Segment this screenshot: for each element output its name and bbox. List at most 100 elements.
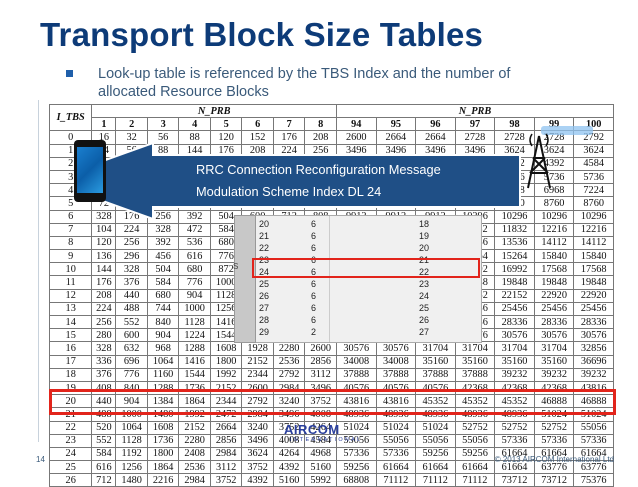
tbs-cell: 37888: [415, 367, 456, 382]
list-item[interactable]: 29 2 27: [259, 328, 464, 337]
tbs-cell: 17568: [573, 262, 614, 277]
tbs-cell: 136: [91, 249, 117, 264]
highlight-box-itbs-22: [49, 389, 616, 415]
aircom-logo-subtext: INTERNATIONAL: [290, 437, 363, 443]
tbs-cell: 120: [91, 235, 117, 251]
list-item[interactable]: 20 6 18: [259, 220, 464, 229]
tbs-cell: 1256: [115, 460, 148, 475]
tbs-cell: 1928: [241, 341, 274, 356]
list-item-value: 6: [311, 315, 317, 325]
list-item-value: 25: [259, 279, 270, 289]
itbs-cell: 16: [48, 341, 93, 356]
tbs-cell: 2216: [146, 473, 180, 487]
aircom-logo: AIRCOM: [284, 422, 340, 437]
tbs-cell: 28336: [494, 314, 535, 330]
message-decode-list: 20 6 18 21 6 19 22 6 20 23 6 21 24 6 22 25 6 23 26 6 24 27 6 25…: [250, 215, 482, 343]
tbs-cell: 224: [115, 222, 148, 237]
tbs-cell: 17568: [533, 262, 575, 277]
list-item[interactable]: 25 6 23: [259, 280, 464, 289]
nprb-header-left: N_PRB: [91, 103, 337, 119]
table-row: 22 520 1064 1608 2152 2664 3240 3752 4264: [48, 420, 337, 435]
tbs-cell: 3752: [209, 473, 243, 487]
tbs-cell: 584: [146, 275, 180, 290]
tbs-cell: 51024: [375, 420, 417, 435]
list-item-value: 6: [311, 267, 317, 277]
tbs-cell: 31704: [533, 341, 575, 356]
list-item-value: 6: [311, 303, 317, 313]
tbs-cell: 2856: [304, 354, 337, 369]
tbs-cell: 3112: [304, 367, 337, 382]
list-item-value: 26: [419, 315, 430, 325]
right-table-col-header: 97: [454, 117, 496, 132]
tbs-cell: 488: [115, 301, 148, 317]
itbs-cell: 10: [48, 262, 93, 277]
tbs-cell: 904: [146, 328, 180, 343]
tbs-cell: 59256: [415, 446, 456, 462]
callout-text: RRC Connection Reconfiguration Message M…: [196, 159, 441, 203]
tbs-cell: 256: [91, 314, 117, 330]
tbs-cell: 22152: [494, 288, 535, 303]
tbs-cell: 280: [91, 328, 117, 343]
tbs-cell: 376: [115, 275, 148, 290]
tbs-cell: 2344: [241, 367, 274, 382]
list-item-value: 28: [259, 315, 270, 325]
tbs-cell: 904: [178, 288, 211, 303]
tbs-cell: 35160: [494, 354, 535, 369]
list-item-value: 24: [419, 291, 430, 301]
tbs-cell: 55056: [573, 420, 614, 435]
table-row: 55056 55056 55056 55056 57336 57336 57336: [336, 433, 614, 448]
list-scrollbar[interactable]: [234, 215, 256, 343]
tbs-cell: 35160: [415, 354, 456, 369]
tbs-cell: 34008: [336, 354, 377, 369]
tbs-cell: 616: [91, 460, 117, 475]
tbs-cell: 2152: [241, 354, 274, 369]
tbs-cell: 22920: [573, 288, 614, 303]
tbs-cell: 5736: [573, 169, 614, 185]
nprb-header-right: N_PRB: [336, 103, 614, 119]
tbs-cell: 2536: [272, 354, 306, 369]
tbs-cell: 12216: [573, 222, 614, 237]
list-item[interactable]: 28 6 26: [259, 316, 464, 325]
list-item[interactable]: 27 6 25: [259, 304, 464, 313]
list-item-value: 22: [419, 267, 430, 277]
list-item-value: 6: [311, 219, 317, 229]
list-item-value: 6: [311, 255, 317, 265]
tbs-cell: 31704: [494, 341, 535, 356]
tbs-cell: 37888: [454, 367, 496, 382]
tbs-cell: 1064: [146, 354, 180, 369]
table-row: 34008 34008 35160 35160 35160 35160 36696: [336, 354, 614, 369]
tbs-cell: 59256: [336, 460, 377, 475]
list-marker: S: [233, 262, 239, 271]
tbs-cell: 75376: [573, 473, 614, 487]
list-item-value: 6: [311, 279, 317, 289]
tbs-cell: 328: [91, 209, 117, 224]
list-item[interactable]: 26 6 24: [259, 292, 464, 301]
tbs-cell: 1416: [178, 354, 211, 369]
tbs-cell: 73712: [494, 473, 535, 487]
tbs-cell: 616: [178, 249, 211, 264]
tbs-cell: 61664: [375, 460, 417, 475]
tbs-cell: 8760: [573, 196, 614, 211]
tbs-cell: 1480: [115, 473, 148, 487]
tbs-cell: 1064: [115, 420, 148, 435]
list-item-value: 23: [419, 279, 430, 289]
tbs-cell: 39232: [573, 367, 614, 382]
tbs-cell: 4392: [241, 473, 274, 487]
list-item-value: 21: [259, 231, 270, 241]
tbs-cell: 1736: [146, 433, 180, 448]
list-item[interactable]: 23 6 21: [259, 256, 464, 265]
tbs-cell: 25456: [573, 301, 614, 317]
tbs-cell: 520: [91, 420, 117, 435]
tbs-cell: 55056: [454, 433, 496, 448]
tbs-cell: 1544: [178, 367, 211, 382]
list-item[interactable]: 24 6 22: [259, 268, 464, 277]
table-row: 26 712 1480 2216 2984 3752 4392 5160 5992: [48, 473, 337, 487]
tbs-cell: 3752: [241, 460, 274, 475]
tbs-cell: 2856: [209, 433, 243, 448]
tbs-cell: 744: [146, 301, 180, 317]
tbs-cell: 71112: [454, 473, 496, 487]
list-item[interactable]: 22 6 20: [259, 244, 464, 253]
tbs-cell: 1192: [115, 446, 148, 462]
list-item[interactable]: 21 6 19: [259, 232, 464, 241]
list-item-value: 19: [419, 231, 430, 241]
